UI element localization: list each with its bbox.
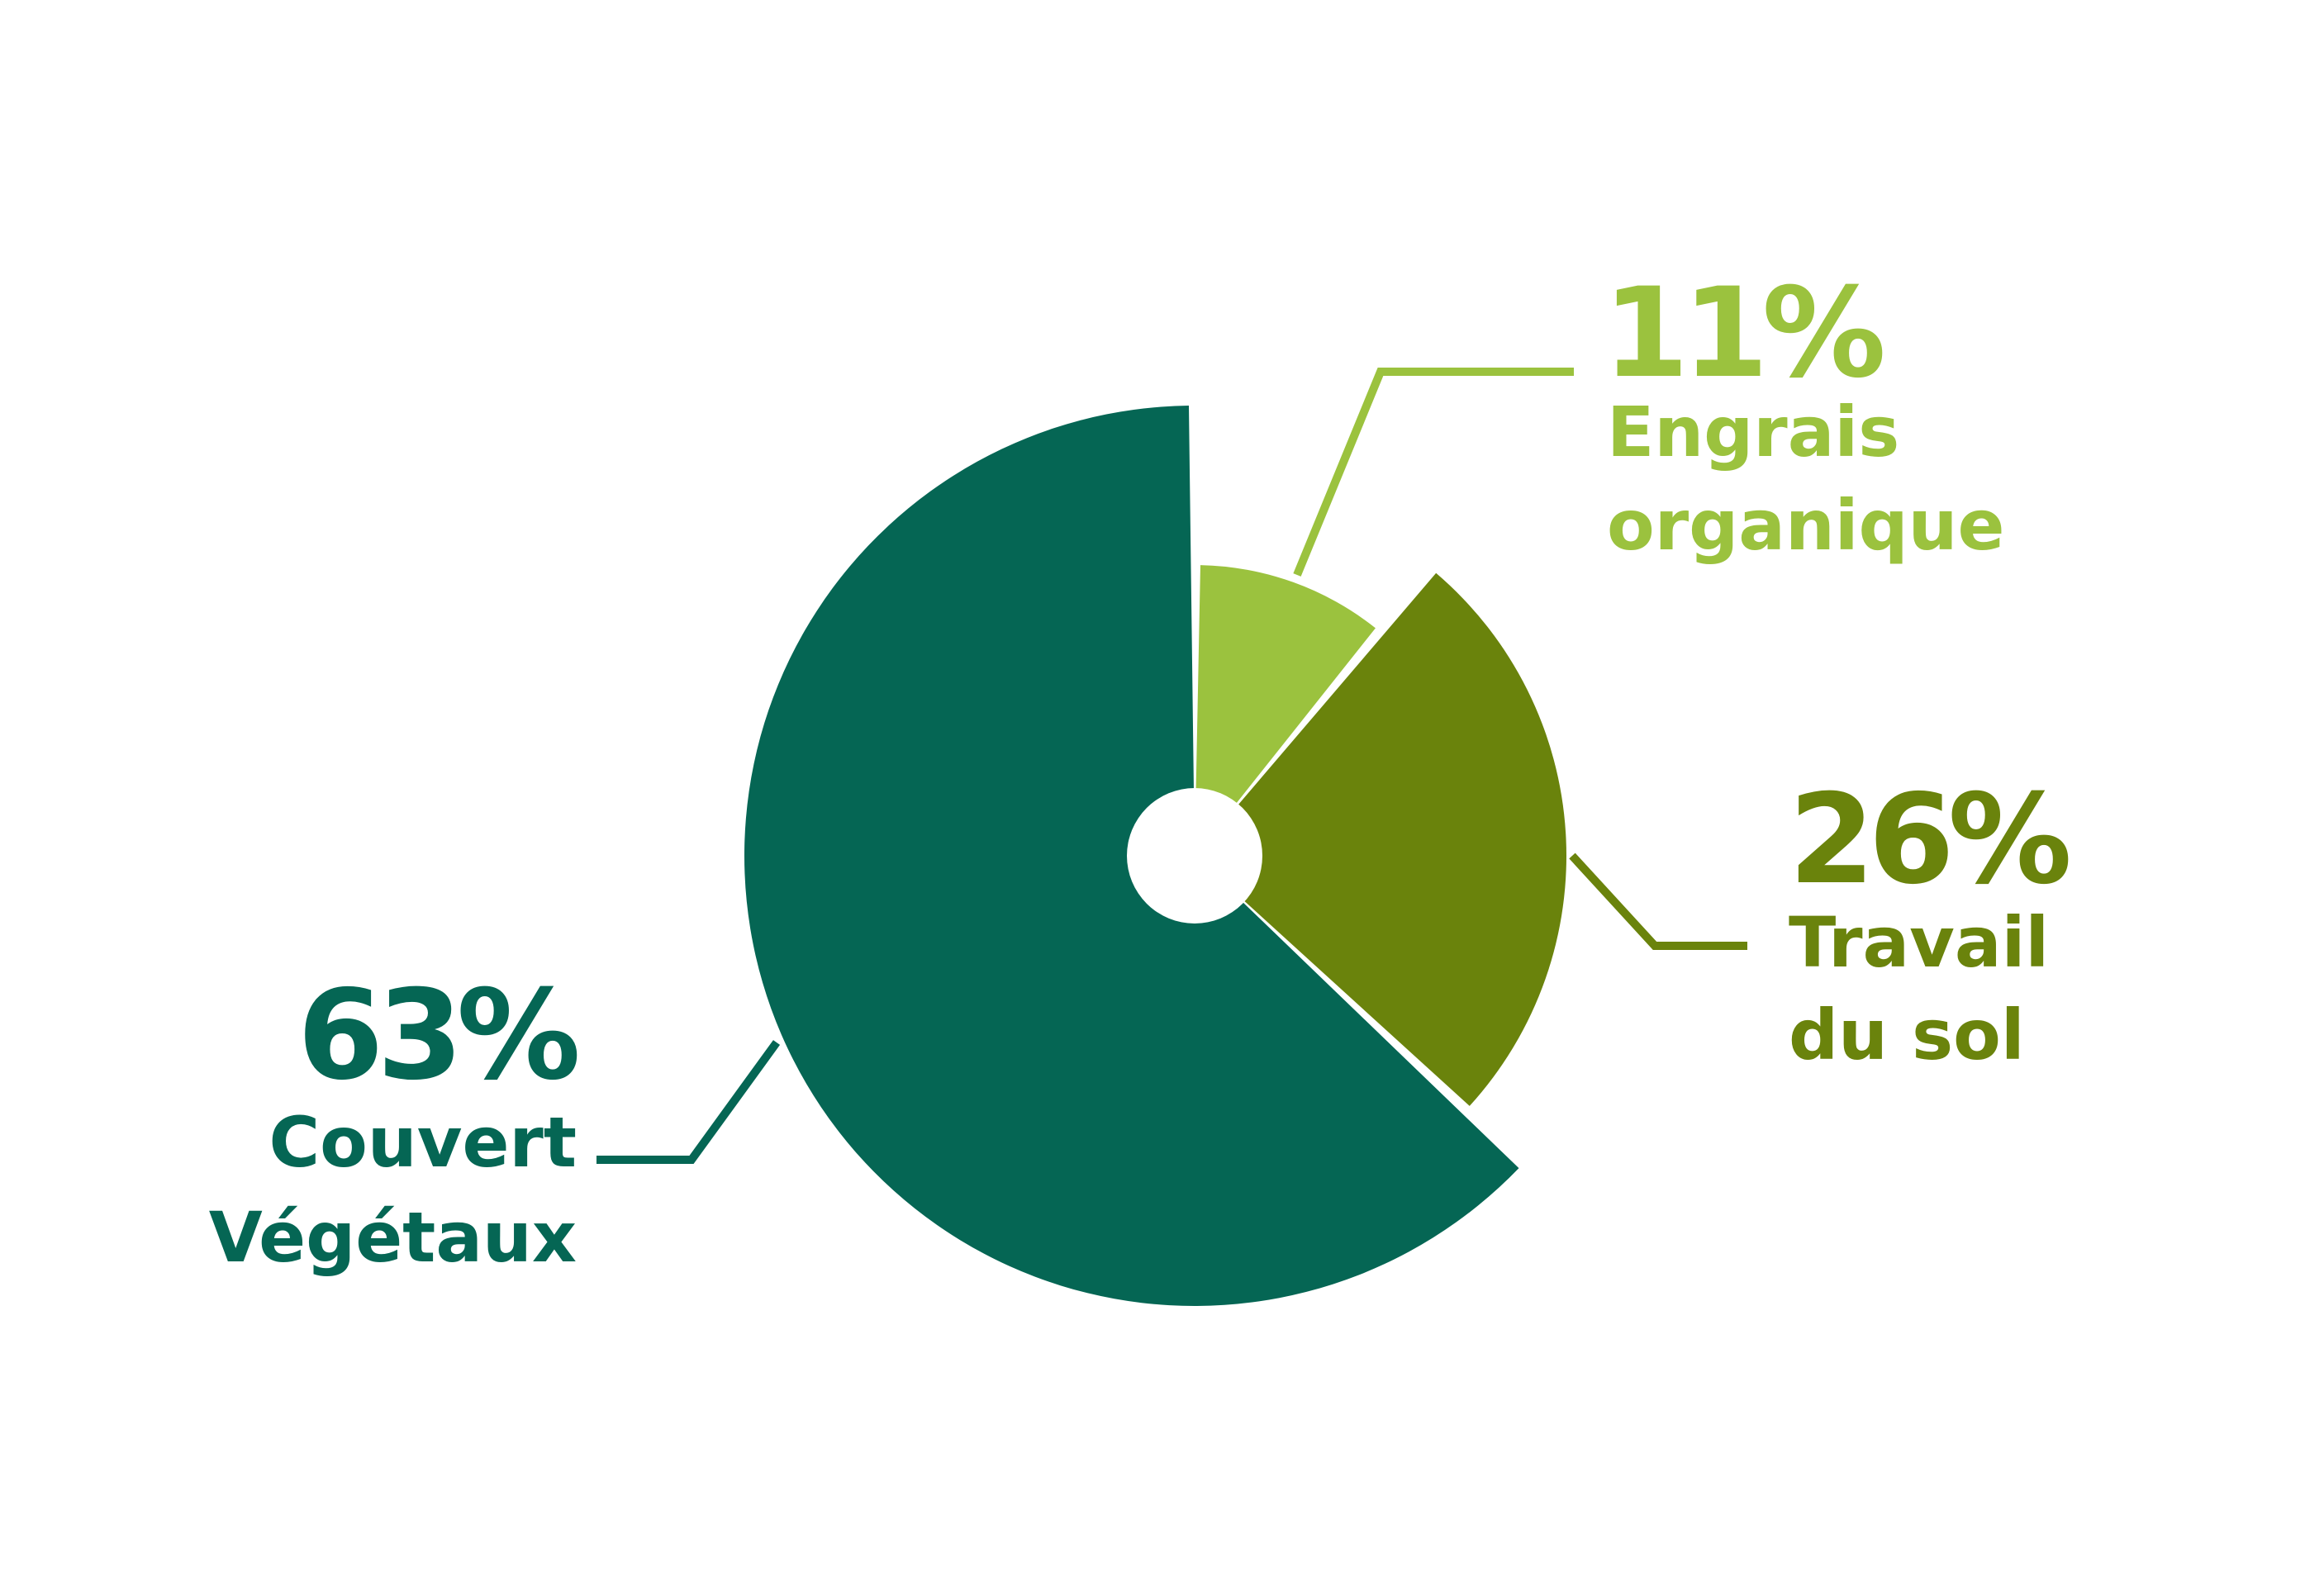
- leader-line-engrais: [1293, 368, 1574, 577]
- leader-line-travail: [1569, 852, 1747, 950]
- pie-slice-engrais-organique: [1195, 565, 1376, 850]
- slice-value-label-couvert: 63%: [297, 964, 577, 1108]
- slice-name-line2-couvert: Végétaux: [209, 1197, 577, 1278]
- leader-line-couvert: [596, 1040, 781, 1164]
- slice-value-label-travail: 26%: [1789, 768, 2069, 912]
- slice-name-line2-engrais: organique: [1607, 485, 2004, 566]
- slice-name-line1-engrais: Engrais: [1607, 392, 1899, 472]
- pie-slice-travail-du-sol: [1200, 572, 1566, 1106]
- slice-name-line1-travail: Travail: [1789, 902, 2049, 983]
- slice-value-label-engrais: 11%: [1603, 262, 1883, 406]
- center-hole: [1127, 788, 1262, 924]
- slice-name-line2-travail: du sol: [1789, 995, 2025, 1076]
- slice-name-line1-couvert: Couvert: [269, 1102, 577, 1183]
